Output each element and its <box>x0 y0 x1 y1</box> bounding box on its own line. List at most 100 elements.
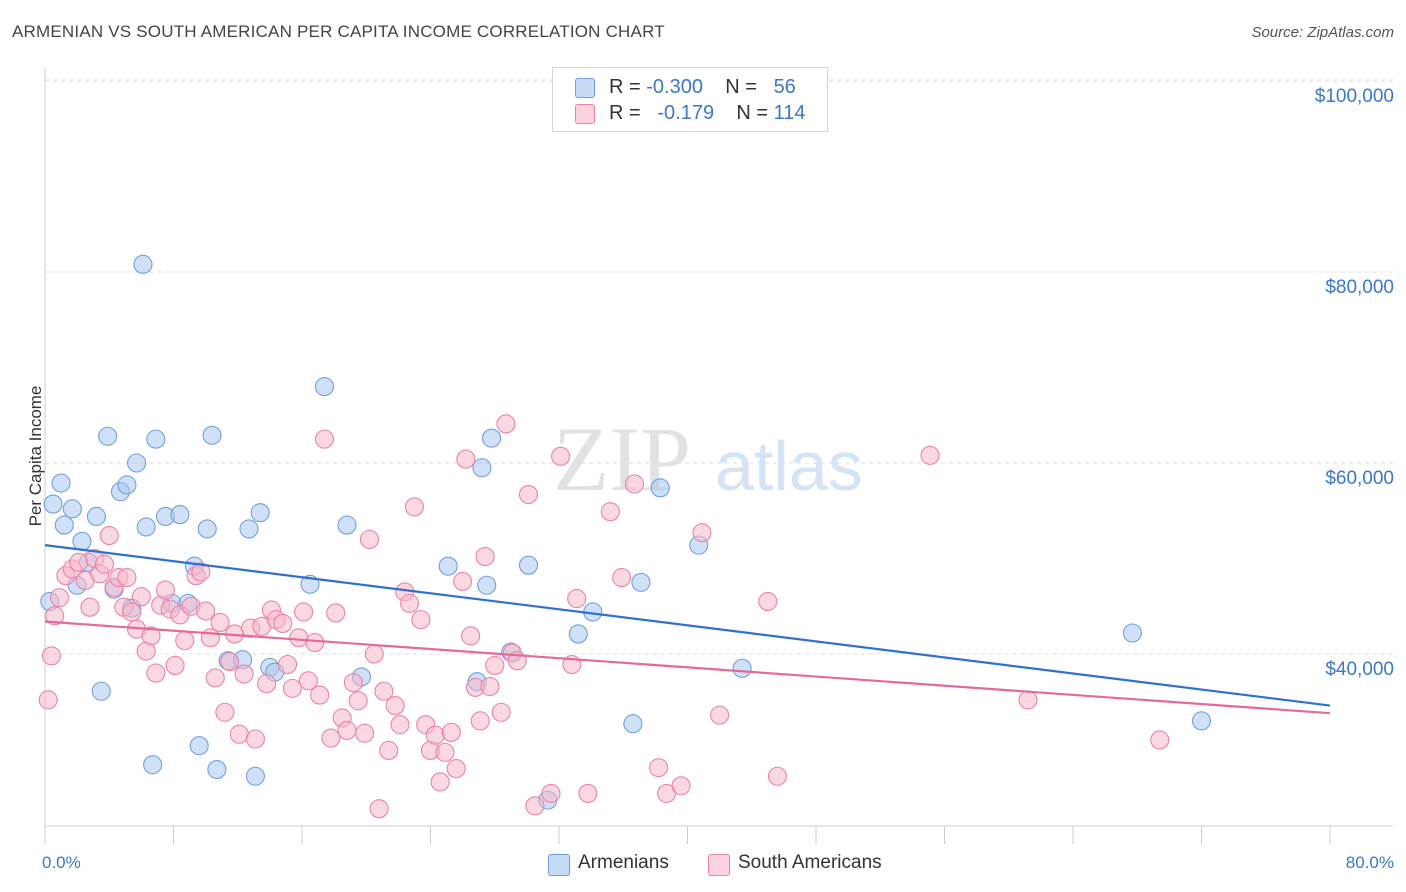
gridlines <box>45 78 1393 655</box>
south-american-point <box>404 497 424 517</box>
x-axis <box>44 68 1393 844</box>
south-american-point <box>282 678 302 698</box>
south-american-point <box>273 613 293 633</box>
armenian-point <box>250 503 270 523</box>
south-american-point <box>210 612 230 633</box>
armenian-point <box>623 714 643 734</box>
south-american-point <box>430 772 450 792</box>
legend-swatch-south-americans <box>575 104 595 124</box>
south-american-point <box>541 783 561 803</box>
trend-lines <box>44 544 1331 715</box>
armenian-point <box>207 760 227 780</box>
armenian-point <box>650 478 670 498</box>
south-american-point <box>525 796 545 816</box>
armenian-point <box>146 429 166 449</box>
south-american-point <box>122 602 142 622</box>
south-american-point <box>578 783 598 803</box>
r-label: R = <box>609 102 641 124</box>
south-american-point <box>470 711 490 731</box>
armenian-point <box>136 517 156 537</box>
armenian-point <box>86 506 106 527</box>
armenian-point <box>568 624 588 644</box>
south-american-point <box>379 740 399 761</box>
armenian-point <box>43 494 63 514</box>
south-american-point <box>385 696 405 716</box>
south-american-point <box>374 681 394 701</box>
south-american-point <box>461 626 481 646</box>
armenian-point <box>202 425 222 445</box>
south-american-point <box>215 702 235 722</box>
south-american-point <box>165 655 185 676</box>
legend-swatch-south-americans <box>708 854 730 876</box>
south-american-point <box>411 610 431 630</box>
south-american-point <box>369 799 389 819</box>
armenian-point <box>133 254 153 274</box>
south-american-point <box>326 603 346 623</box>
armenian-point <box>732 658 752 678</box>
y-tick-label: $40,000 <box>1325 659 1394 680</box>
south-american-point <box>99 526 119 546</box>
y-tick-label: $100,000 <box>1314 86 1394 107</box>
south-american-point <box>441 722 461 742</box>
watermark-atlas: atlas <box>715 427 863 505</box>
south-american-point <box>355 723 375 743</box>
south-american-point <box>131 587 151 607</box>
y-tick-label: $60,000 <box>1325 468 1394 489</box>
series-legend: Armenians South Americans <box>0 852 1406 878</box>
correlation-legend: R = -0.300 N = 56 R = -0.179 N = 114 <box>552 67 828 132</box>
chart-title: ARMENIAN VS SOUTH AMERICAN PER CAPITA IN… <box>12 22 665 41</box>
armenian-point <box>170 505 190 525</box>
n-label: N = <box>736 102 768 124</box>
armenian-point <box>472 458 492 478</box>
south-americans-points <box>38 414 1170 819</box>
south-american-point <box>38 690 58 710</box>
south-american-point <box>485 655 505 676</box>
south-americans-trend-line <box>44 620 1331 715</box>
south-american-point <box>496 414 516 434</box>
n-label: N = <box>725 76 757 98</box>
south-american-point <box>624 474 645 494</box>
armenian-point <box>481 428 502 448</box>
south-american-point <box>257 674 277 694</box>
armenian-point <box>51 473 71 493</box>
armenian-point <box>143 755 163 775</box>
south-american-point <box>141 626 161 646</box>
south-american-point <box>305 632 325 653</box>
legend-swatch-armenians <box>575 78 595 98</box>
armenian-point <box>127 453 147 473</box>
south-american-point <box>710 705 730 725</box>
south-american-point <box>245 729 265 749</box>
south-american-point <box>205 668 225 688</box>
armenian-point <box>72 531 92 551</box>
south-american-point <box>41 646 61 666</box>
armenian-point <box>314 377 335 397</box>
south-american-point <box>567 589 587 609</box>
south-american-point <box>337 720 357 740</box>
r-value: -0.300 <box>646 76 703 98</box>
south-american-point <box>220 652 240 672</box>
armenian-point <box>98 426 118 446</box>
south-american-point <box>94 554 114 574</box>
south-american-point <box>551 446 571 466</box>
armenians-points <box>40 254 1212 810</box>
south-american-point <box>146 663 166 683</box>
armenian-point <box>1122 623 1142 643</box>
r-label: R = <box>609 76 641 98</box>
y-tick-label: $80,000 <box>1325 277 1394 298</box>
south-american-point <box>191 562 211 582</box>
south-american-point <box>692 523 712 543</box>
x-tick-label-min: 0.0% <box>42 853 81 872</box>
south-american-point <box>229 724 249 744</box>
south-american-point <box>314 429 335 449</box>
y-axis-label-text: Per Capita Income <box>26 385 45 527</box>
south-american-point <box>117 568 137 588</box>
n-value: 114 <box>773 102 806 124</box>
south-american-point <box>298 671 318 691</box>
south-american-point <box>767 766 788 786</box>
south-american-point <box>480 676 500 697</box>
south-american-point <box>456 449 476 469</box>
south-american-point <box>321 728 341 748</box>
r-value: -0.179 <box>657 102 715 124</box>
south-american-point <box>289 628 309 648</box>
